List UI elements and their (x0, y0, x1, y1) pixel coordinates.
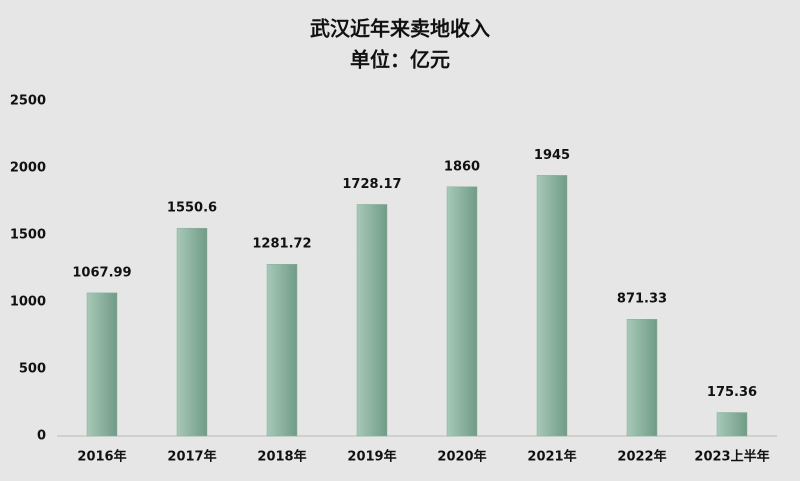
bar (86, 292, 118, 437)
data-label: 1728.17 (342, 177, 401, 192)
data-label: 1945 (534, 148, 570, 163)
bar (446, 186, 478, 437)
x-tick-label: 2017年 (167, 449, 216, 465)
y-tick-label: 2000 (10, 161, 46, 176)
x-tick-label: 2016年 (77, 449, 126, 465)
y-tick-label: 1000 (10, 295, 46, 310)
x-tick-label: 2023上半年 (694, 449, 769, 465)
x-tick-label: 2018年 (257, 449, 306, 465)
data-label: 1860 (444, 159, 480, 174)
x-tick-label: 2021年 (527, 449, 576, 465)
data-label: 1067.99 (72, 265, 131, 280)
bar (356, 204, 388, 437)
bar (626, 318, 658, 437)
data-label: 175.36 (707, 385, 757, 400)
data-label: 1281.72 (252, 237, 311, 252)
y-tick-label: 2500 (10, 94, 46, 109)
bar (716, 412, 748, 437)
data-label: 1550.6 (167, 201, 217, 216)
x-tick-label: 2019年 (347, 449, 396, 465)
chart-title: 武汉近年来卖地收入 (310, 17, 490, 41)
data-label: 871.33 (617, 292, 667, 307)
x-tick-label: 2022年 (617, 449, 666, 465)
y-tick-label: 0 (37, 429, 46, 444)
chart-subtitle: 单位：亿元 (350, 48, 450, 72)
bar (176, 227, 208, 437)
bar (536, 175, 568, 437)
x-tick-label: 2020年 (437, 449, 486, 465)
y-tick-label: 500 (19, 362, 46, 377)
bar (266, 263, 298, 437)
y-tick-label: 1500 (10, 228, 46, 243)
